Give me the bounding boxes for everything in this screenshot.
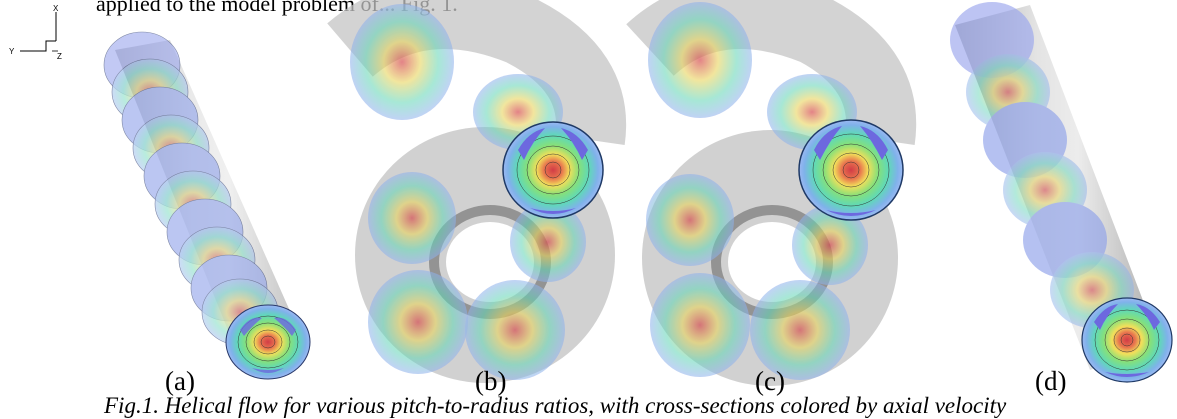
figure-caption: Fig.1. Helical flow for various pitch-to… <box>104 393 1007 418</box>
panel-a-helix <box>103 31 311 380</box>
panel-label-c: (c) <box>755 366 785 396</box>
panel-label-d: (d) <box>1035 366 1067 396</box>
axis-x-label: X <box>53 4 59 13</box>
axis-y-label: Y <box>9 47 15 56</box>
panel-label-b: (b) <box>475 366 507 396</box>
panel-label-a: (a) <box>165 366 195 396</box>
panel-d-tube <box>950 2 1173 383</box>
axis-triad: Y X Z <box>9 4 62 61</box>
axis-z-label: Z <box>57 52 62 61</box>
panel-c-coil <box>626 0 917 386</box>
panel-b-coil <box>327 0 627 383</box>
